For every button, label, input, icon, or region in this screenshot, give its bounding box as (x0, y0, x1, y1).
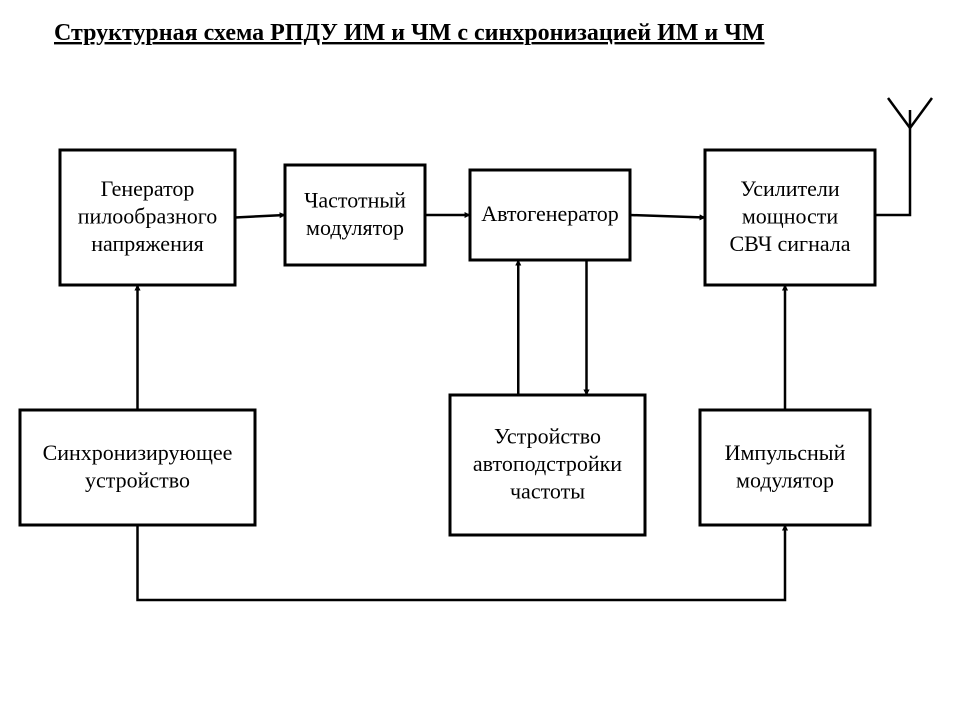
block-label-sync_dev-0: Синхронизирующее (43, 440, 233, 465)
block-label-freq_mod-1: модулятор (306, 215, 404, 240)
block-label-afc_dev-2: частоты (510, 479, 585, 504)
block-label-afc_dev-1: автоподстройки (473, 451, 622, 476)
block-label-sync_dev-1: устройство (85, 467, 190, 492)
block-label-gen_saw-1: пилообразного (78, 204, 217, 229)
block-label-pwr_amp-0: Усилители (740, 176, 840, 201)
antenna-feed (875, 110, 910, 215)
block-label-autogen-0: Автогенератор (481, 201, 619, 226)
block-label-pwr_amp-2: СВЧ сигнала (729, 231, 850, 256)
block-label-pulse_mod-0: Импульсный (725, 440, 846, 465)
edge-autogen-pwr_amp (630, 215, 705, 218)
block-label-freq_mod-0: Частотный (304, 187, 406, 212)
block-label-pwr_amp-1: мощности (742, 204, 839, 229)
block-label-pulse_mod-1: модулятор (736, 467, 834, 492)
block-label-gen_saw-2: напряжения (91, 231, 203, 256)
edge-gen_saw-freq_mod (235, 215, 285, 218)
diagram-title: Структурная схема РПДУ ИМ и ЧМ с синхрон… (54, 20, 764, 46)
block-label-gen_saw-0: Генератор (101, 176, 195, 201)
block-label-afc_dev-0: Устройство (494, 424, 601, 449)
